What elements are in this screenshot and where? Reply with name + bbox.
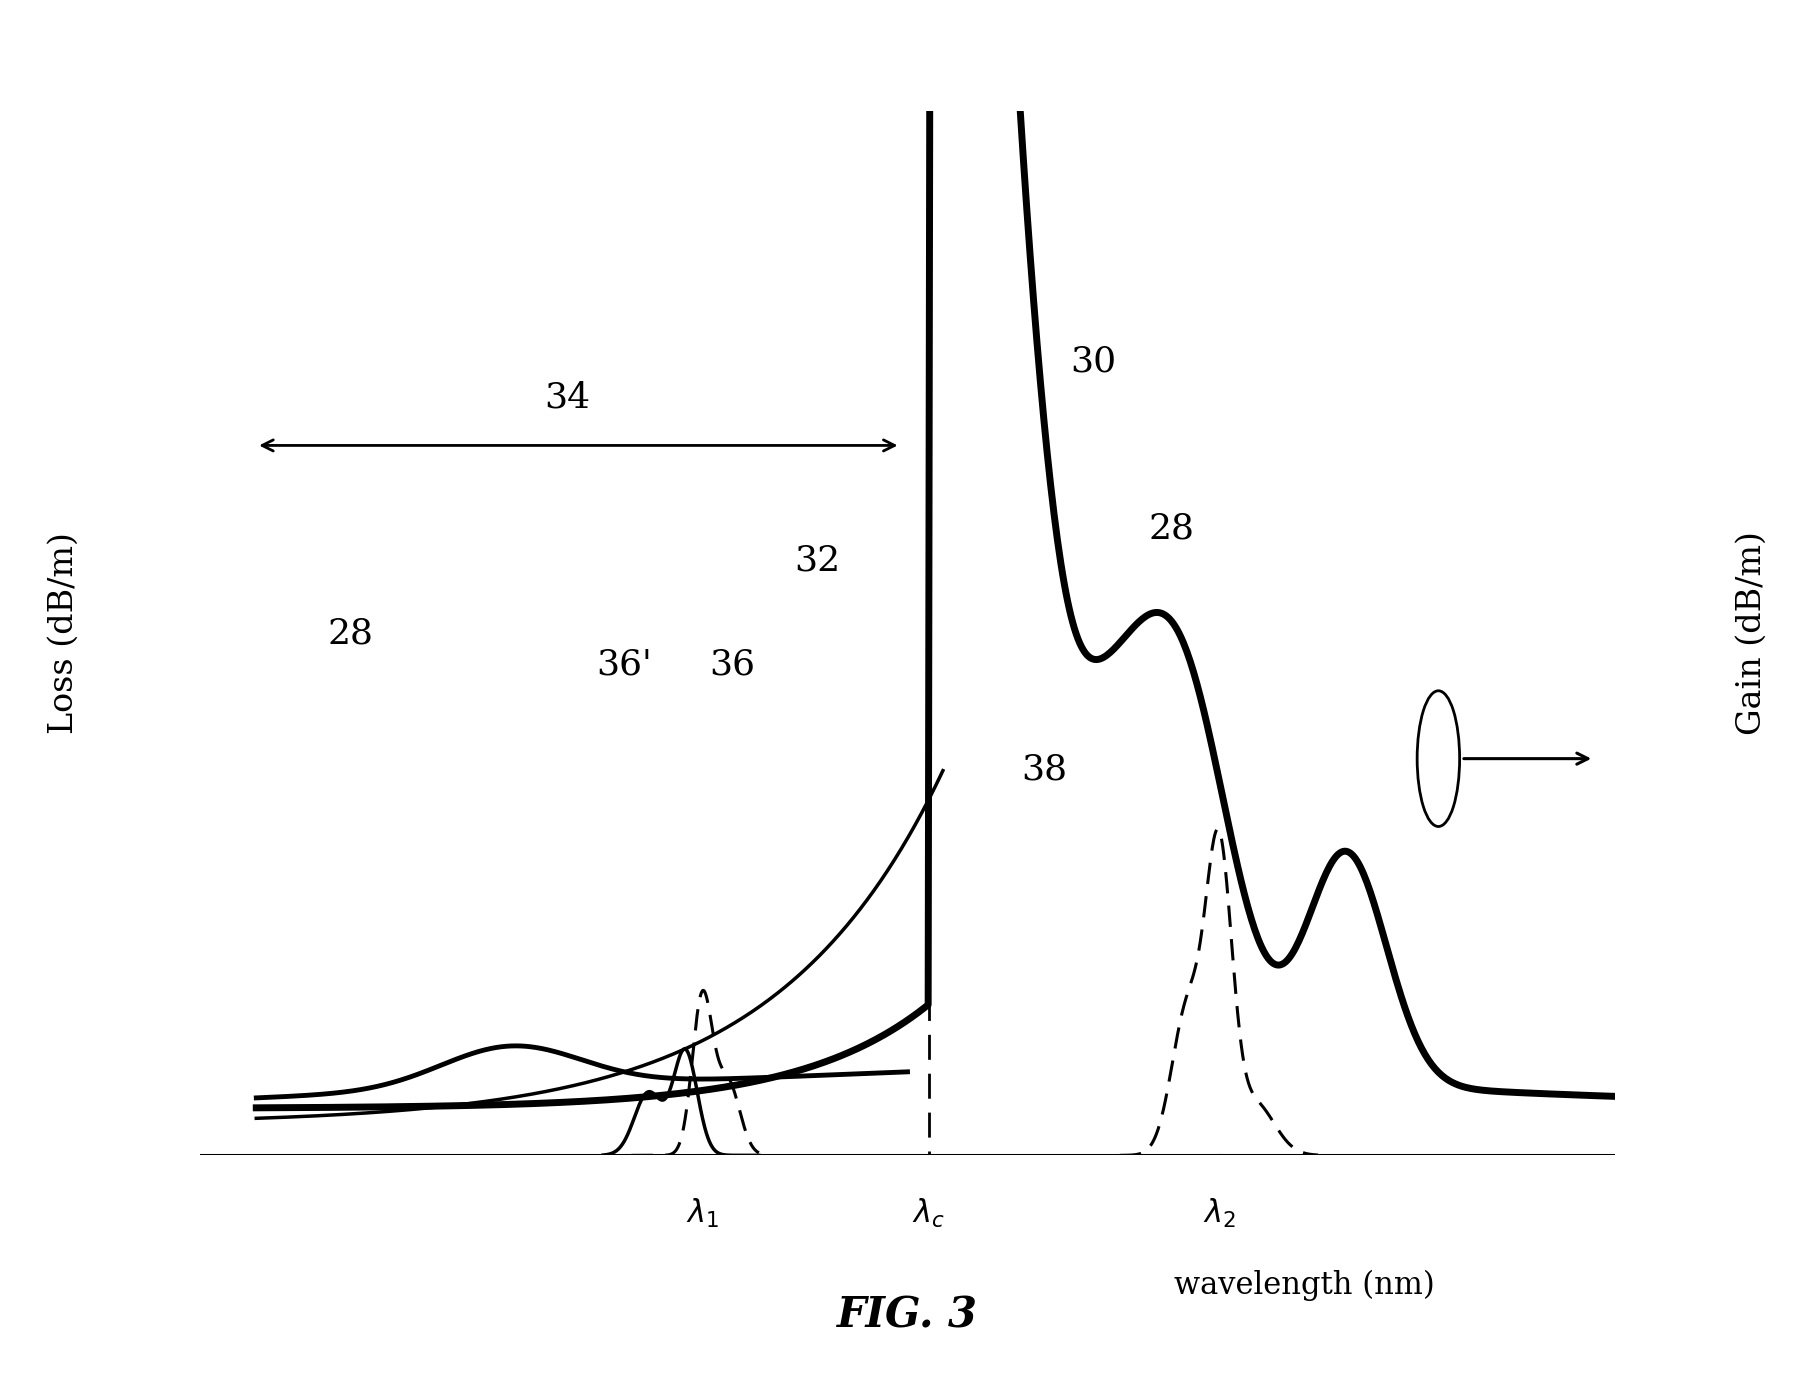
Text: $\lambda_2$: $\lambda_2$: [1203, 1197, 1235, 1231]
Text: Gain (dB/m): Gain (dB/m): [1734, 532, 1767, 735]
Text: $\lambda_c$: $\lambda_c$: [912, 1197, 945, 1231]
Text: Loss (dB/m): Loss (dB/m): [47, 532, 80, 735]
Text: 30: 30: [1070, 345, 1116, 379]
Text: wavelength (nm): wavelength (nm): [1174, 1270, 1433, 1302]
Text: 38: 38: [1019, 752, 1067, 786]
Text: 36': 36': [595, 647, 651, 682]
Text: $\lambda_1$: $\lambda_1$: [686, 1197, 718, 1231]
Text: FIG. 3: FIG. 3: [836, 1295, 978, 1336]
Text: 32: 32: [795, 543, 840, 578]
Text: 34: 34: [544, 380, 591, 415]
Text: 36: 36: [709, 647, 755, 682]
Text: 28: 28: [327, 617, 374, 650]
Text: 28: 28: [1148, 512, 1194, 546]
